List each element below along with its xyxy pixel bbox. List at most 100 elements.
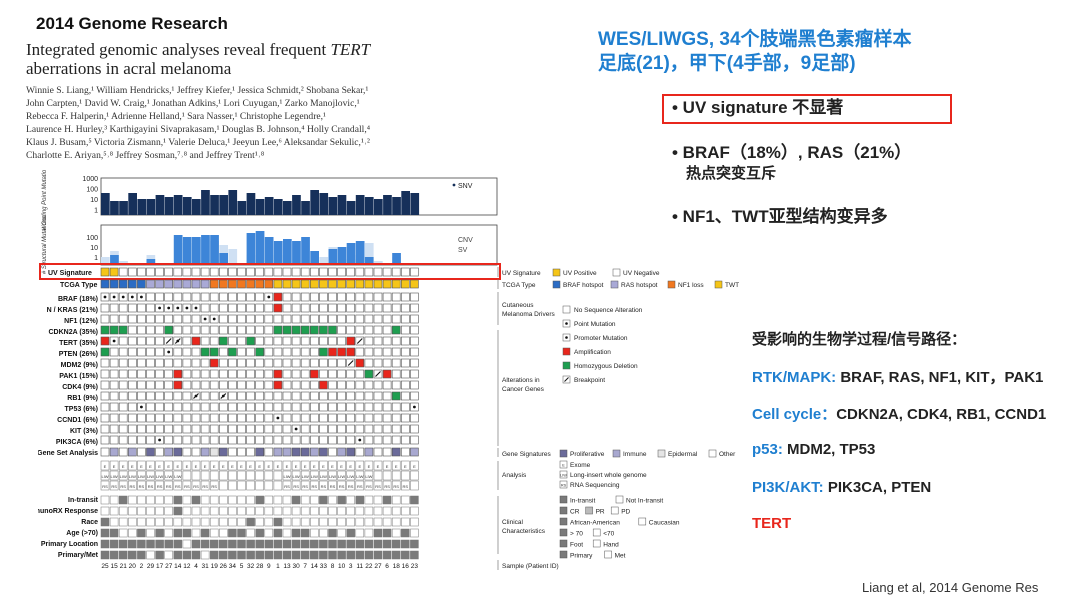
gene-cell xyxy=(200,369,210,379)
gsa-cell xyxy=(191,447,201,457)
clinical-cell xyxy=(164,495,173,505)
clinical-cell xyxy=(137,539,146,549)
analysis-cell xyxy=(391,470,401,481)
analysis-cell xyxy=(273,460,283,471)
uv-cell xyxy=(400,267,410,277)
clinical-cell xyxy=(264,506,274,516)
legend-drivers-title: Cutaneous xyxy=(502,302,534,309)
gene-cell xyxy=(319,369,328,379)
row-label-uv: UV Signature xyxy=(48,270,92,277)
gene-cell xyxy=(182,358,192,368)
clinical-cell xyxy=(109,495,119,505)
clinical-cell xyxy=(355,528,365,538)
gene-cell xyxy=(364,369,374,379)
cnv-bar xyxy=(228,249,238,265)
row-label-clinical: Primary Location xyxy=(41,541,98,548)
analysis-code: RS xyxy=(148,484,154,489)
clinical-cell xyxy=(410,550,419,560)
clinical-cell xyxy=(364,539,374,549)
clinical-cell xyxy=(237,539,246,549)
gene-cell xyxy=(364,424,374,434)
point-mutation-mark xyxy=(112,339,116,343)
gene-cell xyxy=(146,391,155,401)
gene-cell xyxy=(410,314,419,324)
gene-cell xyxy=(173,435,183,445)
gene-cell xyxy=(328,314,337,324)
clinical-cell xyxy=(282,517,292,527)
clinical-cell xyxy=(237,550,246,560)
gene-cell xyxy=(364,413,374,423)
clinical-cell xyxy=(228,495,237,505)
gene-cell xyxy=(273,336,283,346)
analysis-code: RS xyxy=(284,484,290,489)
gene-cell xyxy=(137,325,146,335)
uv-cell xyxy=(137,267,146,277)
analysis-code: E xyxy=(368,464,371,469)
row-label-clinical: Race xyxy=(81,519,98,526)
gene-cell xyxy=(319,424,328,434)
sample-id: 27 xyxy=(374,563,382,570)
snv-bar xyxy=(346,201,356,215)
gene-cell xyxy=(337,380,346,390)
analysis-cell xyxy=(401,470,410,481)
analysis-cell xyxy=(100,460,110,471)
clinical-cell xyxy=(100,517,110,527)
gene-cell xyxy=(255,314,264,324)
clinical-cell xyxy=(355,550,365,560)
gene-cell xyxy=(146,402,155,412)
legend-clin-label: CR xyxy=(570,509,580,516)
gene-cell xyxy=(300,358,310,368)
legend-alt-swatch xyxy=(562,305,571,314)
row-label-gene: CDKN2A (35%) xyxy=(48,329,98,336)
analysis-cell xyxy=(291,470,301,481)
gene-cell xyxy=(346,303,356,313)
clinical-cell xyxy=(264,517,274,527)
gsa-cell xyxy=(200,447,210,457)
clinical-cell xyxy=(118,539,128,549)
gene-cell xyxy=(264,314,274,324)
gene-cell xyxy=(200,413,210,423)
sample-id: 34 xyxy=(229,563,237,570)
snv-bar xyxy=(301,201,310,215)
pathway-genes: PIK3CA, PTEN xyxy=(827,479,932,496)
clinical-cell xyxy=(219,539,228,549)
uv-cell xyxy=(155,267,164,277)
gene-cell xyxy=(182,292,192,302)
analysis-cell xyxy=(328,470,337,481)
gene-cell xyxy=(155,402,164,412)
gene-cell xyxy=(155,314,164,324)
analysis-code: E xyxy=(204,464,207,469)
sv-axis-title: # Structural Mutations xyxy=(42,216,48,274)
analysis-code: LIW xyxy=(338,474,345,479)
gene-cell xyxy=(228,314,237,324)
clinical-cell xyxy=(164,506,173,516)
clinical-cell xyxy=(273,506,283,516)
gene-cell xyxy=(328,424,337,434)
gene-cell xyxy=(410,292,419,302)
snv-bar xyxy=(246,193,256,215)
gene-cell xyxy=(209,303,219,313)
sv-legend-label: SV xyxy=(458,247,468,254)
clinical-cell xyxy=(382,517,392,527)
snv-bar xyxy=(374,199,383,215)
clinical-cell xyxy=(118,495,128,505)
analysis-cell xyxy=(364,460,374,471)
analysis-cell xyxy=(200,480,210,491)
analysis-cell xyxy=(191,460,201,471)
clinical-cell xyxy=(255,528,264,538)
clinical-cell xyxy=(300,528,310,538)
clinical-cell xyxy=(282,539,292,549)
clinical-cell xyxy=(191,506,201,516)
clinical-cell xyxy=(373,528,383,538)
gene-cell xyxy=(209,380,219,390)
gene-cell xyxy=(182,402,192,412)
gene-cell xyxy=(237,380,246,390)
author-line: Laurence H. Hurley,³ Karthigayini Sivapr… xyxy=(26,124,371,135)
gene-cell xyxy=(173,402,183,412)
gene-cell xyxy=(200,380,210,390)
gene-cell xyxy=(182,347,192,357)
analysis-cell xyxy=(364,470,374,481)
gsa-cell xyxy=(410,447,419,457)
clinical-cell xyxy=(346,528,355,538)
gene-cell xyxy=(400,391,410,401)
